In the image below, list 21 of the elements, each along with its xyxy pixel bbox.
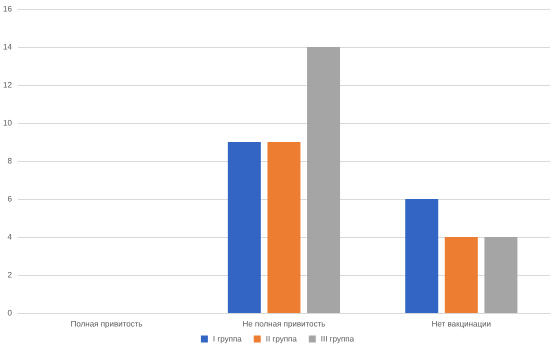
bar (444, 237, 478, 313)
bar (484, 237, 518, 313)
bar (267, 142, 300, 313)
y-tick-label: 4 (7, 232, 12, 242)
x-tick-label: Нет вакцинации (432, 320, 492, 328)
legend-label: III группа (320, 334, 355, 344)
y-tick-label: 2 (7, 270, 12, 280)
legend-label: II группа (266, 334, 298, 344)
y-tick-label: 6 (7, 194, 12, 204)
y-tick-label: 0 (7, 308, 12, 318)
y-tick-label: 12 (2, 80, 12, 90)
bar (405, 199, 438, 313)
x-tick-label: Не полная привитость (242, 320, 326, 328)
y-tick-label: 10 (2, 118, 12, 128)
x-tick-label: Полная привитость (70, 320, 143, 328)
y-tick-label: 14 (2, 42, 12, 52)
bar (228, 142, 261, 313)
y-tick-label: 16 (2, 4, 12, 14)
y-tick-label: 8 (7, 156, 12, 166)
bar (307, 47, 340, 313)
legend-label: I группа (212, 334, 242, 344)
